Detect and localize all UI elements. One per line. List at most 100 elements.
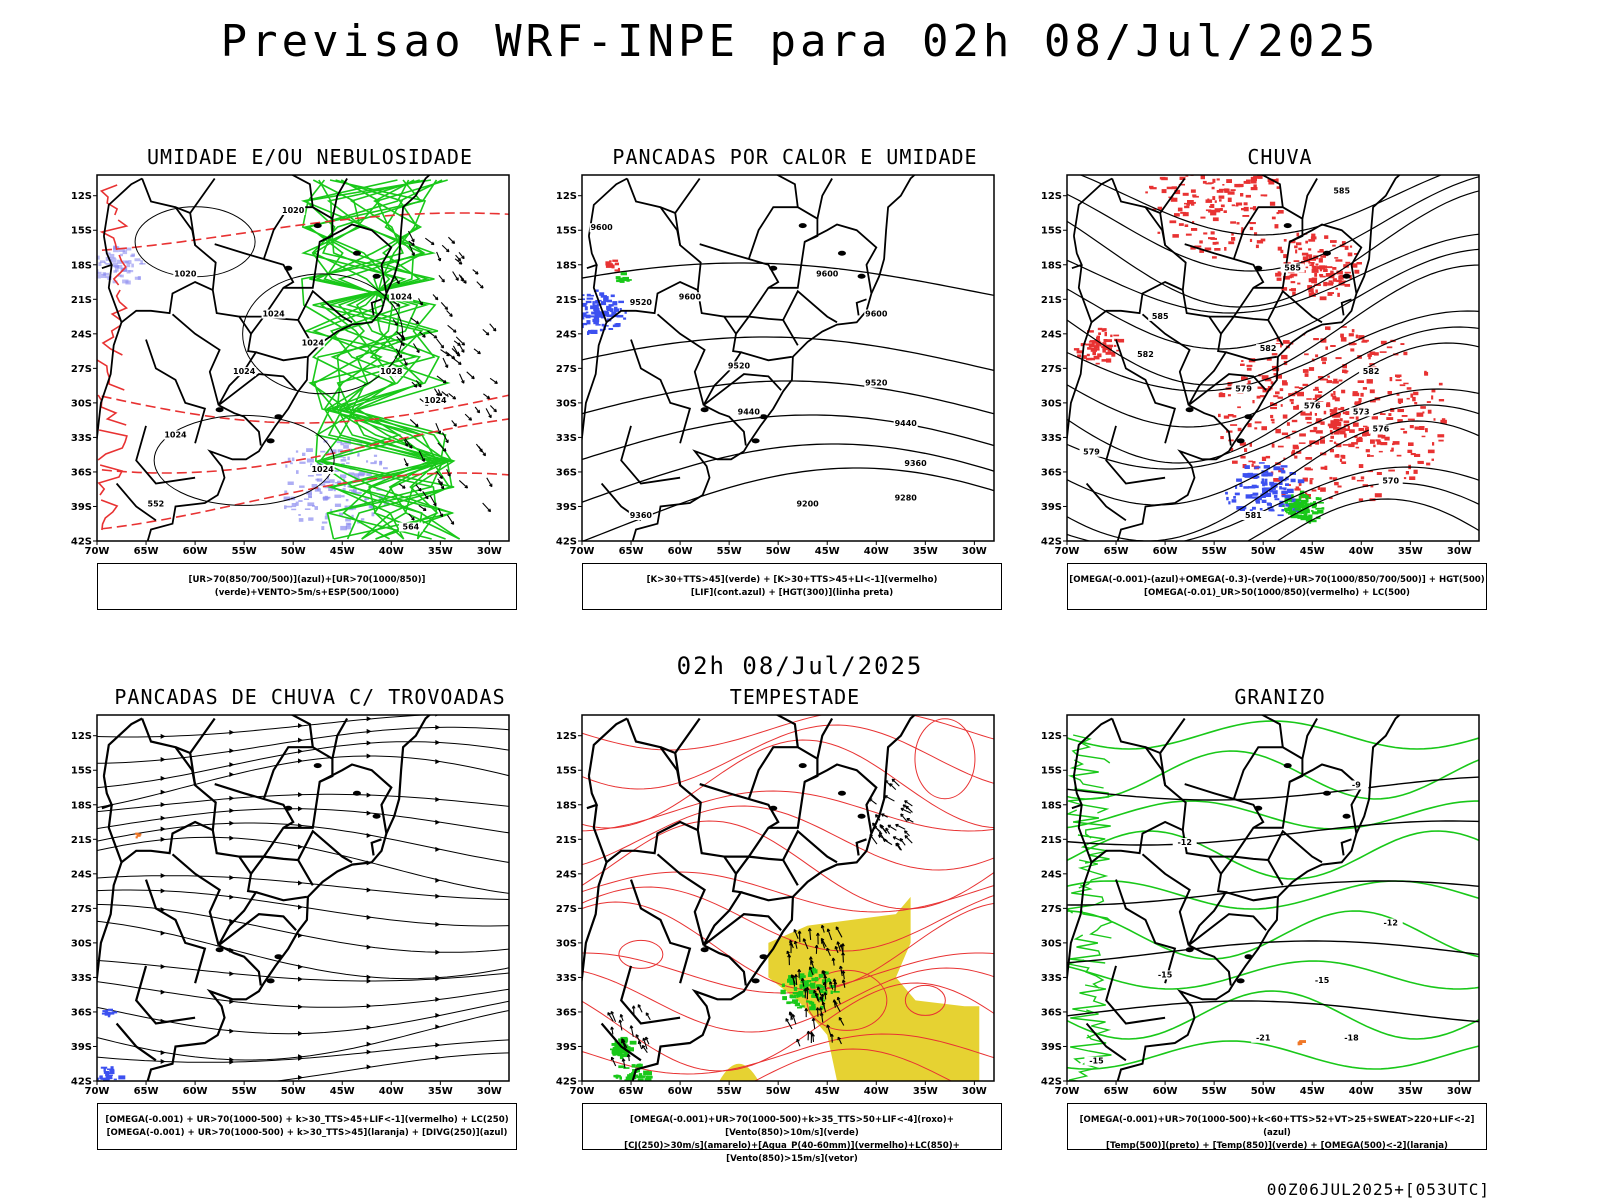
wind-vector [482, 502, 491, 513]
rain-area-red [1257, 175, 1263, 179]
border-line [1085, 1022, 1127, 1062]
lat-tick-label: 21S [556, 295, 577, 306]
wind-vector [904, 800, 913, 807]
wind-850-green [635, 1064, 641, 1068]
wind-vector-head [441, 278, 445, 283]
wind-vector-head [836, 996, 841, 1001]
lake [857, 813, 866, 819]
rain-area-red [1334, 490, 1339, 494]
wind-vector [838, 1017, 845, 1026]
rain-area-red [1192, 194, 1197, 197]
humidity-area-blue [104, 261, 107, 264]
lat-tick-label: 36S [1041, 1007, 1062, 1018]
border-line [262, 746, 334, 800]
humidity-area-blue [295, 450, 299, 453]
lon-tick-label: 65W [134, 1086, 159, 1097]
streamline-arrow [435, 797, 441, 803]
contour-label: 9360 [630, 511, 653, 520]
wind-vector-head [879, 824, 883, 828]
humidity-area-blue [327, 451, 330, 455]
humidity-area-blue [291, 457, 295, 462]
streamline [97, 903, 509, 953]
rain-area-red [1253, 175, 1258, 179]
wind-vector-head [815, 1007, 820, 1011]
wind-vector [794, 940, 798, 949]
rain-area-red [1103, 339, 1108, 342]
wind-850-green [803, 985, 809, 990]
humidity-area-blue [373, 454, 378, 457]
rain-area-red [1157, 206, 1163, 210]
wind-vector-head [437, 430, 442, 435]
rain-area-red [1097, 327, 1103, 331]
rain-area-red [1319, 296, 1327, 301]
wind-vector-head [486, 395, 491, 400]
streamline-arrow [160, 775, 166, 781]
lifted-index-blue [604, 296, 609, 300]
panel-pancadas-trovoadas: PANCADAS DE CHUVA C/ TROVOADAS 12S 15S 18S… [70, 685, 550, 1165]
wind-vector-head [445, 248, 450, 253]
wind-vector [839, 965, 843, 977]
wind-vector-head [450, 521, 455, 525]
border-line [1220, 315, 1284, 346]
lake [837, 790, 846, 796]
geopotential-500 [1079, 175, 1443, 236]
rain-area-red [1315, 418, 1322, 423]
rain-area-red [1308, 248, 1312, 251]
wind-850-green [623, 1048, 626, 1053]
rain-area-red [1339, 280, 1346, 283]
rain-area-green [1317, 502, 1324, 504]
rain-area-blue [1251, 496, 1258, 499]
rain-area-red [1410, 393, 1414, 398]
humidity-area-blue [290, 462, 293, 465]
rain-area-red [1365, 427, 1368, 432]
humidity-area-blue [287, 457, 291, 461]
rain-area-red [1309, 264, 1314, 266]
legend-line: [OMEGA(-0.001) + UR>70(1000-500) + k>30_… [106, 1128, 508, 1138]
rain-area-red [1180, 211, 1186, 214]
rain-area-green [1282, 505, 1285, 507]
rain-area-red [1293, 446, 1299, 450]
rain-area-red [1361, 340, 1368, 343]
wind-vector-head [900, 813, 904, 817]
lat-tick-label: 24S [1041, 329, 1062, 340]
humidity-area-blue [105, 263, 111, 265]
border-line [145, 339, 207, 444]
contour-label-bg [893, 493, 918, 503]
rain-area-red [1427, 449, 1435, 454]
streamline-arrow [161, 1086, 166, 1091]
wind-vector [792, 1014, 797, 1025]
wind-vector [437, 389, 442, 397]
wind-vector-head [482, 452, 487, 457]
rain-area-red [1098, 332, 1101, 335]
rain-area-red [1304, 467, 1311, 471]
lifted-index-blue [582, 303, 587, 307]
wind-vector-head [811, 1017, 816, 1022]
lon-tick-label: 70W [570, 546, 595, 557]
humidity-area-blue [345, 518, 351, 522]
height-contour-300 [582, 380, 994, 415]
rain-area-red [1271, 421, 1275, 424]
contour-label: 1024 [233, 367, 256, 376]
wind-vector-head [642, 1037, 647, 1042]
border-line [141, 178, 258, 406]
wind-850-green [806, 980, 812, 983]
rain-area-red [1287, 484, 1291, 486]
rain-area-red [1416, 412, 1424, 417]
rain-area-red [1250, 187, 1258, 191]
border-line [1232, 746, 1304, 800]
lat-tick-label: 36S [71, 1007, 92, 1018]
lifted-index-blue [586, 293, 591, 297]
streamline-arrow [435, 1042, 441, 1048]
rain-area-red [1387, 391, 1392, 395]
rain-area-red [1200, 216, 1206, 219]
contour-label-bg [736, 407, 761, 417]
rain-area-red [1310, 236, 1317, 240]
rain-area-red [1234, 183, 1241, 188]
lake [1236, 438, 1245, 444]
rain-area-red [1329, 424, 1334, 429]
rain-area-red [1304, 353, 1309, 356]
rain-area-blue [1269, 488, 1272, 493]
wind-vector [454, 258, 463, 265]
rain-area-red [1210, 204, 1215, 208]
